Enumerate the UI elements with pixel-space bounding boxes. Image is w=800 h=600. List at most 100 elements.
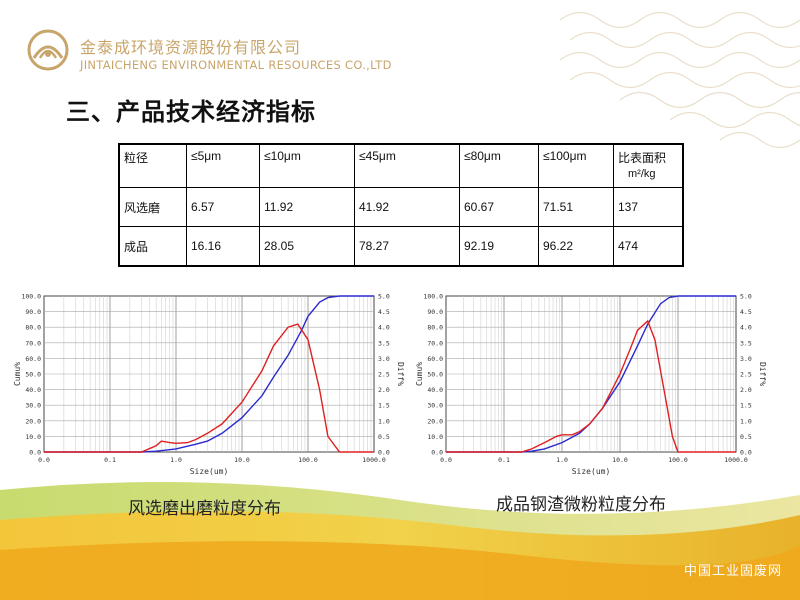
table-header-cell: ≤100μm [538,143,614,188]
y-tick-label-left: 10.0 [427,433,443,441]
y-tick-label-right: 5.0 [378,293,390,301]
y-tick-label-right: 1.5 [378,402,390,410]
table-cell: 137 [613,187,684,227]
y-tick-label-left: 90.0 [427,308,443,316]
y-tick-label-right: 0.0 [378,449,390,457]
differential-series-line [446,319,736,453]
cumulative-series-line [44,295,374,453]
y-tick-label-left: 80.0 [25,324,41,332]
x-tick-label: 1.0 [556,456,568,464]
y-tick-label-left: 20.0 [25,417,41,425]
x-tick-label: 0.0 [440,456,452,464]
left-particle-distribution-chart: 0.0 10.0 20.0 30.0 40.0 50.0 60.0 70.0 80.0 90.0 1… [13,293,405,477]
table-header-cell: ≤45μm [354,143,460,188]
table-cell: 96.22 [538,226,614,267]
table-cell: 92.19 [459,226,539,267]
y-tick-label-right: 4.5 [740,308,752,316]
table-header-cell: 比表面积 m²/kg [613,143,684,188]
watermark-text: 中国工业固废网 [684,564,783,579]
table-cell: 71.51 [538,187,614,227]
table-cell: 28.05 [259,226,355,267]
table-cell: 成品 [118,226,187,267]
y-tick-label-right: 3.5 [378,339,390,347]
y-tick-label-right: 3.0 [740,355,752,363]
table-cell: 16.16 [186,226,260,267]
y-tick-label-left: 60.0 [427,355,443,363]
surface-area-unit: m²/kg [628,168,656,180]
x-tick-label: 0.1 [104,456,116,464]
table-cell: 6.57 [186,187,260,227]
left-chart-caption: 风选磨出磨粒度分布 [128,499,281,519]
y-tick-label-left: 60.0 [25,355,41,363]
y-tick-label-right: 2.5 [378,371,390,379]
x-tick-label: 1000.0 [362,456,386,464]
table-cell: 风选磨 [118,187,187,227]
y-axis-label-left: Cumu% [415,362,424,386]
y-tick-label-left: 100.0 [423,293,443,301]
y-axis-label-left: Cumu% [13,362,22,386]
spec-table: 粒径 ≤5μm ≤10μm ≤45μm ≤80μm ≤100μm 比表面积 m²… [118,143,684,267]
x-tick-label: 0.0 [38,456,50,464]
x-tick-label: 0.1 [498,456,510,464]
y-tick-label-left: 40.0 [25,386,41,394]
company-name-en: JINTAICHENG ENVIRONMENTAL RESOURCES CO.,… [80,58,392,72]
x-tick-label: 100.0 [298,456,318,464]
y-tick-label-left: 30.0 [25,402,41,410]
y-tick-label-right: 0.5 [378,433,390,441]
surface-area-label: 比表面积 [618,151,667,165]
y-tick-label-right: 4.0 [378,324,390,332]
table-cell: 474 [613,226,684,267]
y-tick-label-left: 0.0 [431,449,443,457]
table-cell: 78.27 [354,226,460,267]
table-header-row: 粒径 ≤5μm ≤10μm ≤45μm ≤80μm ≤100μm 比表面积 m²… [118,143,684,188]
wave-pattern-decoration [560,11,800,149]
x-tick-label: 10.0 [612,456,628,464]
y-tick-label-left: 90.0 [25,308,41,316]
company-logo [27,29,69,71]
y-tick-label-left: 30.0 [427,402,443,410]
table-cell: 11.92 [259,187,355,227]
y-tick-label-left: 70.0 [25,339,41,347]
y-tick-label-left: 20.0 [427,417,443,425]
table-cell: 60.67 [459,187,539,227]
y-tick-label-right: 4.5 [378,308,390,316]
section-title: 三、产品技术经济指标 [66,98,316,126]
x-axis-label: Size(um) [572,467,611,476]
y-tick-label-left: 10.0 [25,433,41,441]
x-tick-label: 1.0 [170,456,182,464]
x-tick-label: 100.0 [668,456,688,464]
y-tick-label-right: 2.0 [378,386,390,394]
x-tick-label: 10.0 [234,456,250,464]
table-row: 风选磨 6.57 11.92 41.92 60.67 71.51 137 [118,187,684,227]
right-particle-distribution-chart: 0.0 10.0 20.0 30.0 40.0 50.0 60.0 70.0 80.0 90.0 1… [415,293,767,477]
y-axis-label-right: Diff% [396,362,405,386]
right-chart-caption: 成品钢渣微粉粒度分布 [496,495,666,515]
y-tick-label-left: 70.0 [427,339,443,347]
x-tick-label: 1000.0 [724,456,748,464]
y-tick-label-right: 0.5 [740,433,752,441]
y-tick-label-right: 0.0 [740,449,752,457]
y-axis-label-right: Diff% [758,362,767,386]
differential-series-line [44,323,374,453]
y-tick-label-left: 0.0 [29,449,41,457]
y-tick-label-right: 3.5 [740,339,752,347]
y-tick-label-left: 50.0 [427,371,443,379]
cumulative-series-line [446,295,736,453]
y-tick-label-right: 1.5 [740,402,752,410]
y-tick-label-right: 1.0 [740,417,752,425]
y-tick-label-right: 4.0 [740,324,752,332]
table-header-cell: ≤10μm [259,143,355,188]
y-tick-label-left: 40.0 [427,386,443,394]
y-tick-label-right: 5.0 [740,293,752,301]
y-tick-label-right: 2.0 [740,386,752,394]
y-tick-label-right: 2.5 [740,371,752,379]
y-tick-label-right: 1.0 [378,417,390,425]
y-tick-label-left: 80.0 [427,324,443,332]
y-tick-label-right: 3.0 [378,355,390,363]
table-row: 成品 16.16 28.05 78.27 92.19 96.22 474 [118,226,684,267]
y-tick-label-left: 100.0 [21,293,41,301]
table-header-cell: 粒径 [118,143,187,188]
table-cell: 41.92 [354,187,460,227]
table-header-cell: ≤5μm [186,143,260,188]
bottom-decorative-band [0,482,800,600]
